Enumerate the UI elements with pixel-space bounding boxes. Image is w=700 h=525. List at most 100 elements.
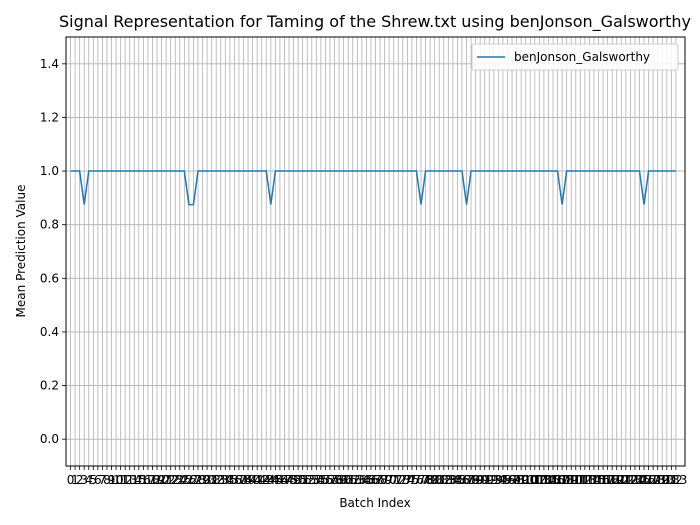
x-tick-label: 40 — [245, 473, 260, 487]
x-tick-label: 44 — [263, 473, 278, 487]
x-tick-label: 33 — [213, 473, 228, 487]
x-tick-label: 2 — [76, 473, 84, 487]
x-tick-label: 87 — [459, 473, 474, 487]
x-tick-label: 10 — [108, 473, 123, 487]
x-tick-label: 124 — [623, 473, 646, 487]
x-tick-label: 9 — [108, 473, 116, 487]
x-tick-label: 11 — [113, 473, 128, 487]
x-tick-label: 26 — [181, 473, 196, 487]
x-tick-label: 14 — [127, 473, 142, 487]
x-tick-label: 130 — [651, 473, 674, 487]
x-tick-label: 57 — [322, 473, 337, 487]
x-tick-label: 93 — [486, 473, 501, 487]
x-tick-label: 84 — [445, 473, 460, 487]
x-tick-label: 79 — [422, 473, 437, 487]
x-tick-label: 48 — [281, 473, 296, 487]
x-tick-label: 97 — [504, 473, 519, 487]
x-tick-label: 77 — [413, 473, 428, 487]
x-tick-label: 70 — [382, 473, 397, 487]
x-gridlines — [70, 37, 677, 466]
x-tick-label: 25 — [177, 473, 192, 487]
x-tick-label: 20 — [154, 473, 169, 487]
x-tick-label: 5 — [89, 473, 97, 487]
x-tick-label: 35 — [222, 473, 237, 487]
x-tick-label: 15 — [131, 473, 146, 487]
x-tick-label: 115 — [583, 473, 606, 487]
x-tick-label: 90 — [473, 473, 488, 487]
x-tick-label: 75 — [404, 473, 419, 487]
x-tick-label: 17 — [140, 473, 155, 487]
x-tick-label: 103 — [528, 473, 551, 487]
x-tick-label: 94 — [491, 473, 506, 487]
x-tick-label: 50 — [290, 473, 305, 487]
x-tick-label: 66 — [363, 473, 378, 487]
x-tick-label: 49 — [286, 473, 301, 487]
x-tick-label: 56 — [318, 473, 333, 487]
x-tick-label: 1 — [71, 473, 79, 487]
x-tick-label: 16 — [136, 473, 151, 487]
x-tick-label: 73 — [395, 473, 410, 487]
x-tick-label: 109 — [555, 473, 578, 487]
x-tick-label: 59 — [331, 473, 346, 487]
y-axis-label: Mean Prediction Value — [14, 185, 28, 318]
x-tick-label: 34 — [218, 473, 233, 487]
x-tick-label: 74 — [400, 473, 415, 487]
x-tick-label: 47 — [277, 473, 292, 487]
x-tick-label: 117 — [592, 473, 615, 487]
y-tick-label: 0.0 — [40, 432, 59, 446]
x-tick-label: 22 — [163, 473, 178, 487]
x-tick-label: 37 — [231, 473, 246, 487]
x-tick-label: 45 — [268, 473, 283, 487]
x-tick-label: 122 — [614, 473, 637, 487]
x-tick-label: 54 — [309, 473, 324, 487]
x-tick-label: 112 — [569, 473, 592, 487]
x-tick-label: 64 — [354, 473, 369, 487]
y-tick-label: 0.2 — [40, 379, 59, 393]
x-tick-label: 101 — [519, 473, 542, 487]
x-tick-label: 132 — [660, 473, 683, 487]
x-tick-label: 113 — [573, 473, 596, 487]
x-tick-label: 104 — [532, 473, 555, 487]
x-tick-label: 68 — [372, 473, 387, 487]
x-tick-label: 46 — [272, 473, 287, 487]
x-tick-label: 39 — [240, 473, 255, 487]
x-tick-label: 125 — [628, 473, 651, 487]
x-tick-label: 36 — [227, 473, 242, 487]
x-tick-label: 96 — [500, 473, 515, 487]
x-tick-label: 120 — [605, 473, 628, 487]
x-tick-label: 107 — [546, 473, 569, 487]
x-tick-label: 67 — [368, 473, 383, 487]
x-tick-label: 92 — [482, 473, 497, 487]
x-tick-label: 89 — [468, 473, 483, 487]
x-tick-label: 69 — [377, 473, 392, 487]
x-tick-label: 41 — [250, 473, 265, 487]
x-tick-label: 85 — [450, 473, 465, 487]
x-tick-label: 31 — [204, 473, 219, 487]
x-tick-label: 108 — [551, 473, 574, 487]
x-tick-label: 27 — [186, 473, 201, 487]
x-tick-label: 3 — [80, 473, 88, 487]
x-tick-label: 105 — [537, 473, 560, 487]
x-tick-label: 63 — [350, 473, 365, 487]
x-tick-label: 38 — [236, 473, 251, 487]
x-tick-label: 88 — [463, 473, 478, 487]
x-tick-label: 4 — [85, 473, 93, 487]
chart-title: Signal Representation for Taming of the … — [59, 12, 691, 32]
x-tick-label: 82 — [436, 473, 451, 487]
x-tick-label: 58 — [327, 473, 342, 487]
x-tick-label: 53 — [304, 473, 319, 487]
x-tick-label: 83 — [441, 473, 456, 487]
x-tick-label: 62 — [345, 473, 360, 487]
x-tick-label: 12 — [118, 473, 133, 487]
x-tick-label: 7 — [99, 473, 107, 487]
x-tick-label: 8 — [103, 473, 111, 487]
x-tick-label: 81 — [432, 473, 447, 487]
x-tick-label: 102 — [523, 473, 546, 487]
x-tick-label: 119 — [601, 473, 624, 487]
x-tick-label: 71 — [386, 473, 401, 487]
y-tick-label: 0.4 — [40, 325, 59, 339]
x-tick-label: 129 — [646, 473, 669, 487]
x-tick-label: 23 — [168, 473, 183, 487]
x-tick-label: 0 — [67, 473, 75, 487]
x-tick-label: 114 — [578, 473, 601, 487]
